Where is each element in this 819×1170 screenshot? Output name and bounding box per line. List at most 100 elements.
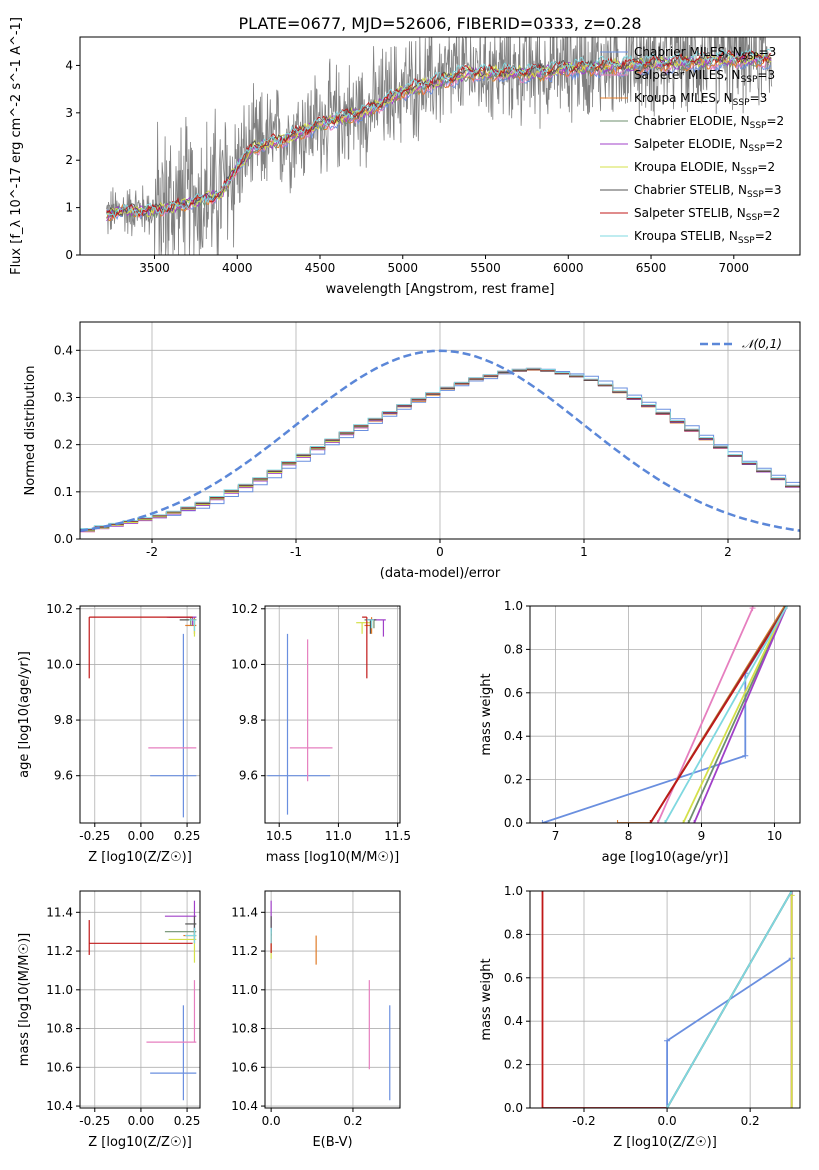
cumulative-weight-line: [682, 606, 787, 823]
plot-area: [539, 891, 795, 1108]
legend-label: Salpeter ELODIE, NSSP=2: [634, 137, 783, 154]
cumulative-weight-line: [542, 606, 788, 823]
y-tick-label: 0.0: [54, 532, 73, 546]
x-tick-label: 0.0: [262, 1114, 281, 1128]
x-axis-label: Z [log10(Z/Z☉)]: [88, 1135, 192, 1150]
y-tick-label: 10.2: [46, 602, 73, 616]
y-tick-label: 0: [65, 248, 73, 262]
cumulative-weight-marker: [680, 820, 687, 823]
x-tick-label: 7000: [719, 261, 750, 275]
y-tick-label: 10.6: [231, 1060, 258, 1074]
legend-label: Salpeter STELIB, NSSP=2: [634, 206, 780, 223]
y-tick-label: 10.8: [46, 1022, 73, 1036]
plot-area: [88, 616, 197, 818]
legend-label: Chabrier ELODIE, NSSP=2: [634, 114, 784, 131]
x-tick-label: 6500: [636, 261, 667, 275]
legend-label: Salpeter MILES, NSSP=3: [634, 68, 775, 85]
x-tick-label: -0.2: [572, 1114, 595, 1128]
cumulative-weight-line: [693, 606, 788, 823]
y-axis-label: mass weight: [479, 673, 494, 755]
cumulative-weight-marker: [614, 820, 621, 823]
cumulative-weight-line: [649, 606, 788, 823]
x-tick-label: -0.25: [79, 829, 110, 843]
axes-frame: [529, 605, 801, 824]
x-tick-label: 10.5: [266, 829, 293, 843]
plot-area: [539, 606, 790, 823]
cumulative-weight-line: [541, 891, 668, 1108]
y-tick-label: 0.0: [504, 816, 523, 830]
panels: 3500 4000 4500 5000 5500 6000 6500 7000 0 1 2 3 4 wav…: [9, 17, 801, 1150]
x-tick-label: 2: [724, 545, 732, 559]
y-tick-label: 9.6: [239, 769, 258, 783]
legend-label: Kroupa ELODIE, NSSP=2: [634, 160, 775, 177]
x-tick-label: 4000: [222, 261, 253, 275]
y-tick-label: 11.4: [46, 905, 73, 919]
x-tick-label: 10: [767, 829, 782, 843]
y-axis-label: mass weight: [479, 958, 494, 1040]
panel-age_vs_Z: -0.25 0.00 0.25 9.6 9.8 10.0 10.2 Z [log10(Z/Z☉…: [17, 602, 201, 865]
x-tick-label: 0.25: [174, 1114, 201, 1128]
panel-residuals: -2 -1 0 1 2 0.0 0.1 0.2 0.3 0.4 (data-model)/error…: [23, 321, 801, 581]
cumulative-weight-marker: [788, 891, 795, 894]
y-tick-label: 0.4: [504, 729, 523, 743]
axes-frame: [79, 605, 201, 824]
cumulative-weight-marker: [685, 820, 692, 823]
x-axis-label: wavelength [Angstrom, rest frame]: [326, 282, 555, 297]
panel-mass_vs_Z: -0.25 0.00 0.25 10.4 10.6 10.8 11.0 11.2 11.4 Z […: [17, 890, 201, 1150]
x-tick-label: -0.25: [79, 1114, 110, 1128]
y-tick-label: 11.0: [231, 983, 258, 997]
x-tick-label: 5500: [470, 261, 501, 275]
cumulative-weight-marker: [788, 1105, 795, 1108]
x-axis-label: Z [log10(Z/Z☉)]: [613, 1135, 717, 1150]
y-tick-label: 0.0: [504, 1101, 523, 1115]
y-tick-label: 10.4: [46, 1099, 73, 1113]
legend-label: Kroupa STELIB, NSSP=2: [634, 229, 772, 246]
x-axis-label: age [log10(age/yr)]: [602, 850, 729, 865]
axes-frame: [264, 890, 401, 1109]
x-tick-label: 6000: [553, 261, 584, 275]
y-tick-label: 4: [65, 58, 73, 72]
x-tick-label: -1: [290, 545, 302, 559]
cumulative-weight-marker: [749, 606, 756, 609]
axes-frame: [79, 36, 801, 256]
y-tick-label: 10.0: [46, 657, 73, 671]
panel-cum_weight_Z: -0.2 0.0 0.2 0.0 0.2 0.4 0.6 0.8 1.0 Z [log10(Z/Z…: [479, 884, 801, 1150]
y-tick-label: 3: [65, 106, 73, 120]
x-tick-label: 9: [698, 829, 706, 843]
figure-title: PLATE=0677, MJD=52606, FIBERID=0333, z=0…: [238, 14, 641, 33]
x-axis-label: mass [log10(M/M☉)]: [266, 850, 399, 865]
y-tick-label: 2: [65, 153, 73, 167]
cumulative-weight-marker: [783, 606, 790, 609]
y-tick-label: 10.4: [231, 1099, 258, 1113]
y-tick-label: 11.0: [46, 983, 73, 997]
axes-frame: [79, 890, 201, 1109]
x-tick-label: 7: [552, 829, 560, 843]
x-tick-label: 5000: [387, 261, 418, 275]
x-tick-label: 0.0: [658, 1114, 677, 1128]
cumulative-weight-marker: [539, 820, 546, 823]
y-tick-label: 11.2: [231, 944, 258, 958]
spectrum-legend: Chabrier MILES, NSSP=3 Salpeter MILES, NS…: [600, 45, 784, 246]
x-tick-label: 0: [436, 545, 444, 559]
y-tick-label: 11.4: [231, 905, 258, 919]
panel-age_vs_mass: 10.5 11.0 11.5 9.6 9.8 10.0 10.2 mass [log10(M/…: [231, 602, 411, 865]
panel-cum_weight_age: 7 8 9 10 0.0 0.2 0.4 0.6 0.8 1.0 age [log10(age/yr…: [479, 599, 801, 865]
y-tick-label: 9.8: [54, 713, 73, 727]
x-axis-label: E(B-V): [312, 1135, 352, 1150]
y-tick-label: 1.0: [504, 599, 523, 613]
y-tick-label: 10.2: [231, 602, 258, 616]
cumulative-weight-line: [666, 957, 793, 1108]
histogram-series: [80, 367, 800, 539]
y-axis-label: mass [log10(M/M☉)]: [17, 933, 32, 1066]
y-tick-label: 1.0: [504, 884, 523, 898]
y-tick-label: 0.6: [504, 686, 523, 700]
y-tick-label: 0.1: [54, 485, 73, 499]
y-tick-label: 0.2: [54, 438, 73, 452]
x-tick-label: 0.2: [343, 1114, 362, 1128]
legend-label: Chabrier MILES, NSSP=3: [634, 45, 776, 62]
y-tick-label: 0.2: [504, 1058, 523, 1072]
x-tick-label: 11.5: [384, 829, 411, 843]
cumulative-weight-line: [666, 891, 793, 1108]
y-axis-label: age [log10(age/yr)]: [17, 651, 32, 778]
